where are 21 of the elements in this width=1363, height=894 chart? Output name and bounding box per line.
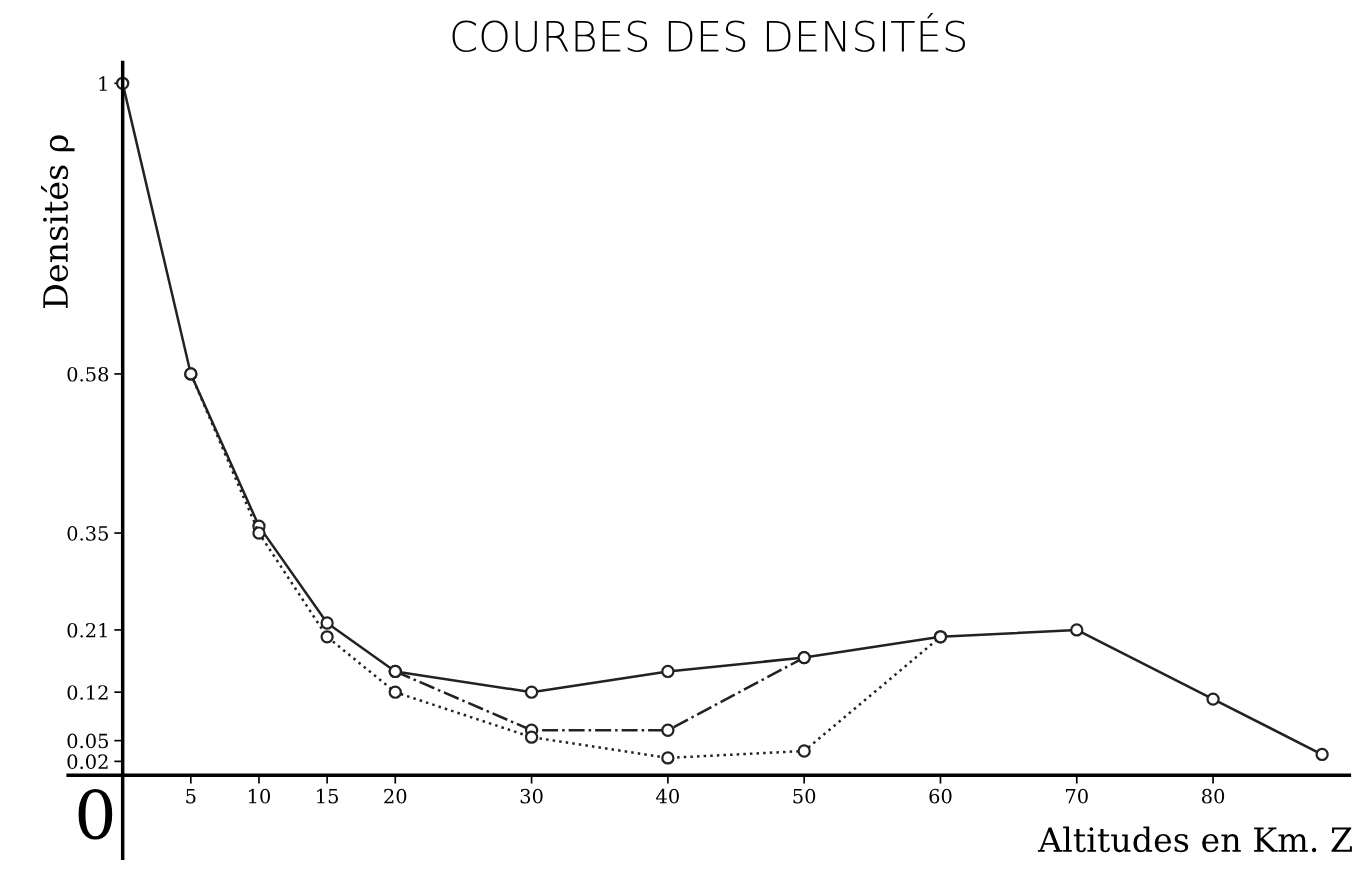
y-tick-label: 0.12: [67, 685, 108, 700]
y-tick-label: 0.05: [67, 733, 108, 749]
x-tick-label: 15: [317, 788, 338, 804]
x-tick-label: 40: [656, 788, 679, 804]
annotation: 0: [78, 789, 113, 840]
x-tick-label: 50: [793, 788, 816, 804]
x-tick-label: 10: [248, 788, 271, 804]
y-axis-title: Densités ρ: [40, 135, 75, 308]
x-tick-label: 20: [384, 788, 407, 804]
y-tick-label: 0.58: [67, 366, 109, 382]
x-tick-label: 30: [520, 788, 543, 804]
x-tick-label: 5: [186, 789, 196, 804]
y-tick-label: 0.21: [67, 622, 107, 638]
x-tick-label: 80: [1202, 788, 1225, 804]
y-tick-label: 0.35: [67, 526, 108, 541]
y-tick-label: 1: [99, 76, 107, 91]
chart-title: COURBES DES DENSITÉS: [452, 12, 965, 53]
y-tick-label: 0.02: [67, 754, 108, 770]
x-axis-title: Altitudes en Km. Z: [1037, 826, 1352, 853]
x-tick-label: 70: [1066, 788, 1088, 804]
x-tick-label: 60: [929, 788, 952, 804]
